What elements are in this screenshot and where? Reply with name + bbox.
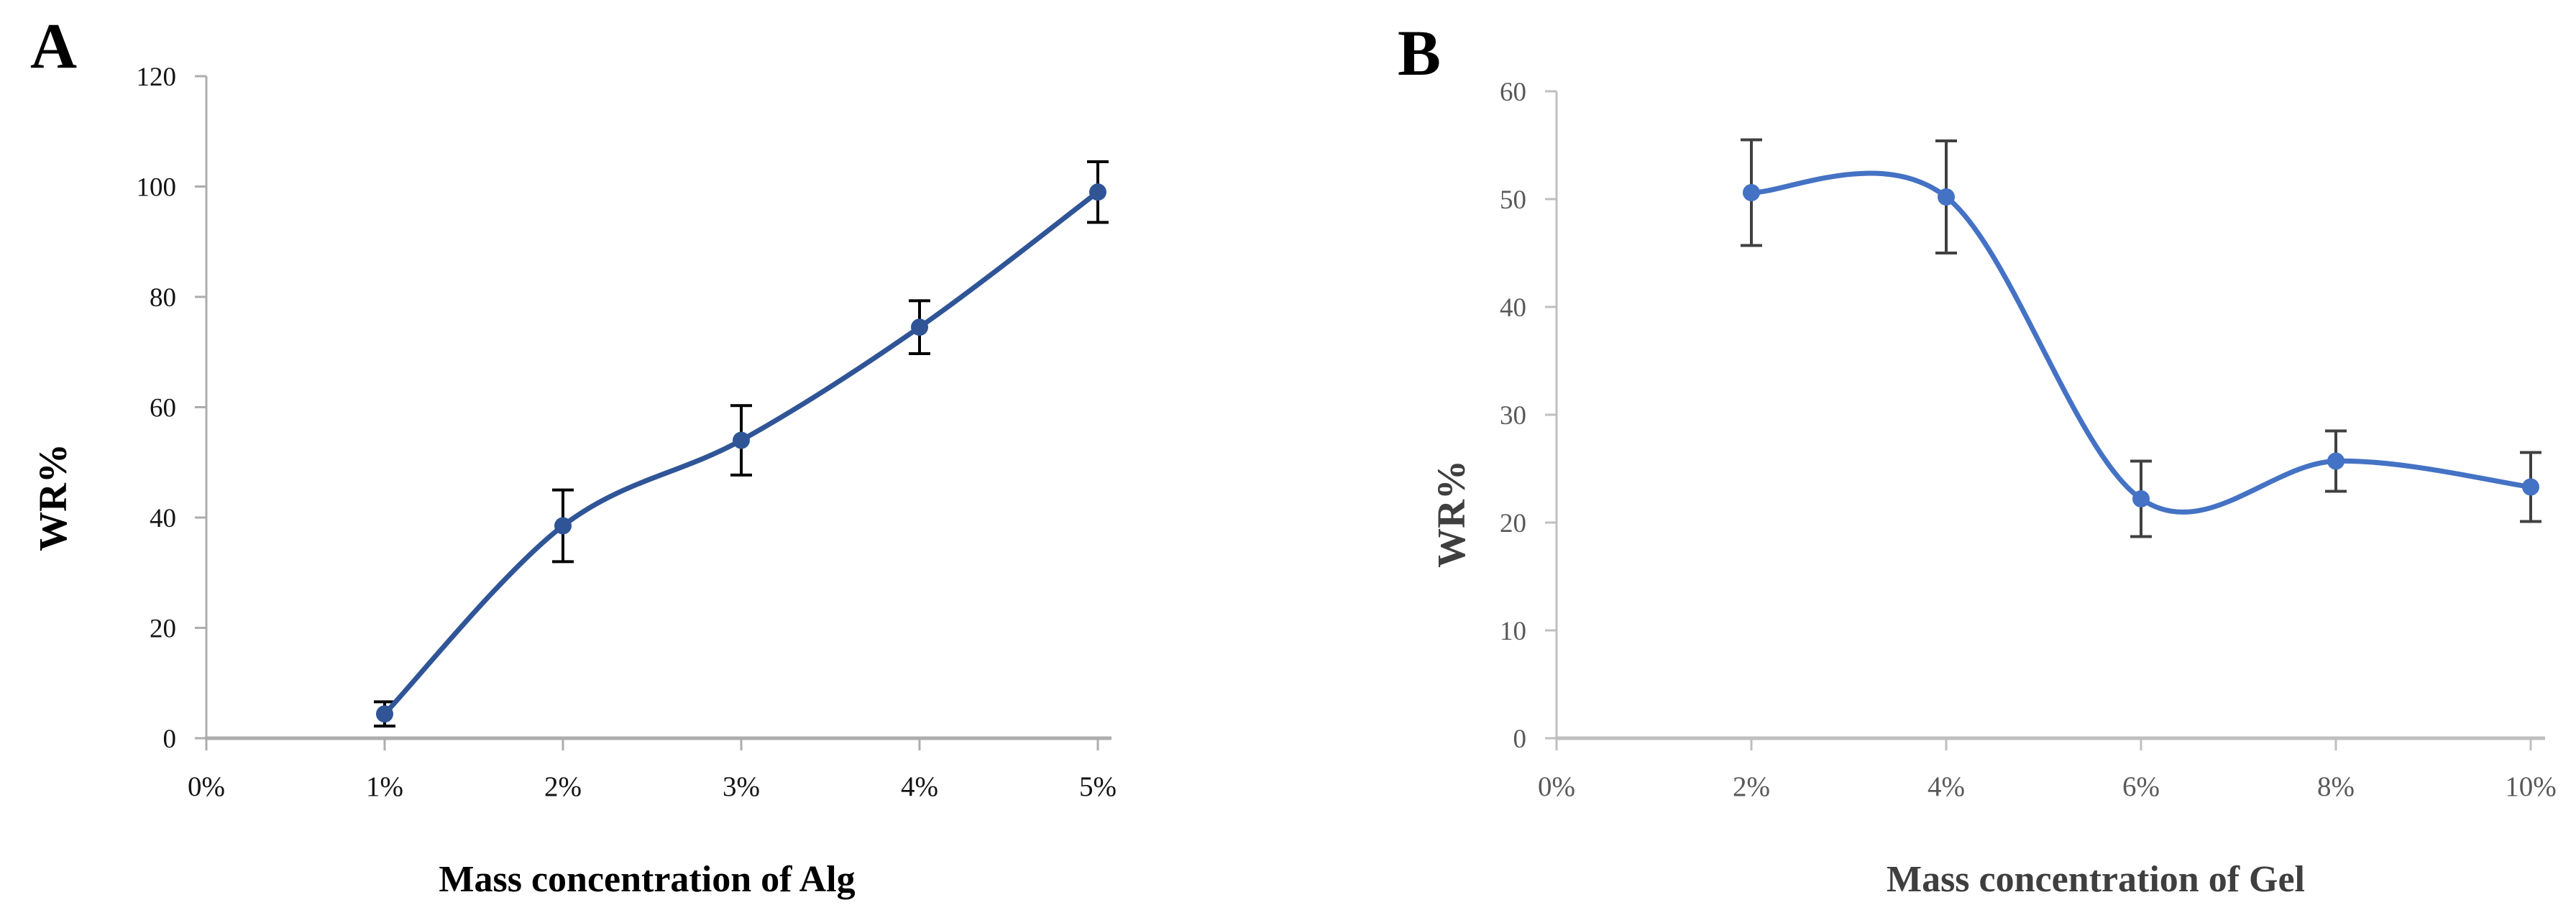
x-tick-label: 10% bbox=[2505, 771, 2557, 802]
y-axis-title: WR% bbox=[31, 443, 75, 551]
y-tick-label: 120 bbox=[137, 63, 177, 92]
series-line bbox=[1748, 170, 2534, 515]
data-point-marker bbox=[1743, 184, 1760, 201]
x-axis-title: Mass concentration of Gel bbox=[1887, 859, 2305, 900]
y-tick-label: 0 bbox=[163, 725, 177, 754]
data-point-marker bbox=[554, 517, 572, 535]
data-point-marker bbox=[1938, 188, 1955, 206]
x-tick-label: 1% bbox=[366, 771, 403, 802]
x-tick-label: 8% bbox=[2317, 771, 2355, 802]
y-tick-label: 40 bbox=[1500, 293, 1526, 323]
data-point-marker bbox=[911, 318, 928, 336]
data-point-marker bbox=[1089, 183, 1106, 201]
data-point-marker bbox=[376, 705, 393, 723]
y-tick-label: 60 bbox=[150, 394, 176, 423]
x-tick-label: 4% bbox=[901, 771, 938, 802]
x-tick-label: 0% bbox=[1538, 771, 1575, 802]
x-tick-label: 3% bbox=[723, 771, 760, 802]
data-point-marker bbox=[2327, 452, 2344, 470]
y-tick-label: 60 bbox=[1500, 78, 1526, 107]
panel-a-plot: 0 20 40 60 80 100 120 0% 1% 2% 3% 4% 5% Mass concentr… bbox=[31, 63, 1117, 900]
panel-b-plot: 0 10 20 30 40 50 60 0% 2% 4% 6% 8% 10% Mass concentra… bbox=[1429, 78, 2557, 900]
data-point-marker bbox=[2132, 490, 2150, 507]
x-tick-label: 5% bbox=[1079, 771, 1117, 802]
x-tick-label: 0% bbox=[188, 771, 225, 802]
panel-label-a: A bbox=[30, 11, 77, 82]
y-tick-label: 10 bbox=[1500, 617, 1526, 646]
x-tick-label: 2% bbox=[1733, 771, 1770, 802]
y-tick-label: 30 bbox=[1500, 401, 1526, 431]
data-point-marker bbox=[2522, 478, 2539, 496]
x-axis-title: Mass concentration of Alg bbox=[439, 859, 855, 900]
x-tick-label: 6% bbox=[2122, 771, 2160, 802]
x-tick-label: 2% bbox=[544, 771, 582, 802]
data-point-marker bbox=[733, 431, 750, 449]
y-tick-label: 0 bbox=[1513, 725, 1527, 754]
x-tick-label: 4% bbox=[1928, 771, 1965, 802]
y-tick-label: 20 bbox=[150, 615, 176, 644]
y-tick-label: 50 bbox=[1500, 185, 1526, 215]
y-tick-label: 40 bbox=[150, 504, 176, 533]
y-tick-label: 100 bbox=[137, 173, 177, 203]
panel-label-b: B bbox=[1398, 18, 1441, 89]
y-axis-title: WR% bbox=[1429, 460, 1473, 568]
y-tick-label: 80 bbox=[150, 283, 176, 313]
y-tick-label: 20 bbox=[1500, 509, 1526, 538]
